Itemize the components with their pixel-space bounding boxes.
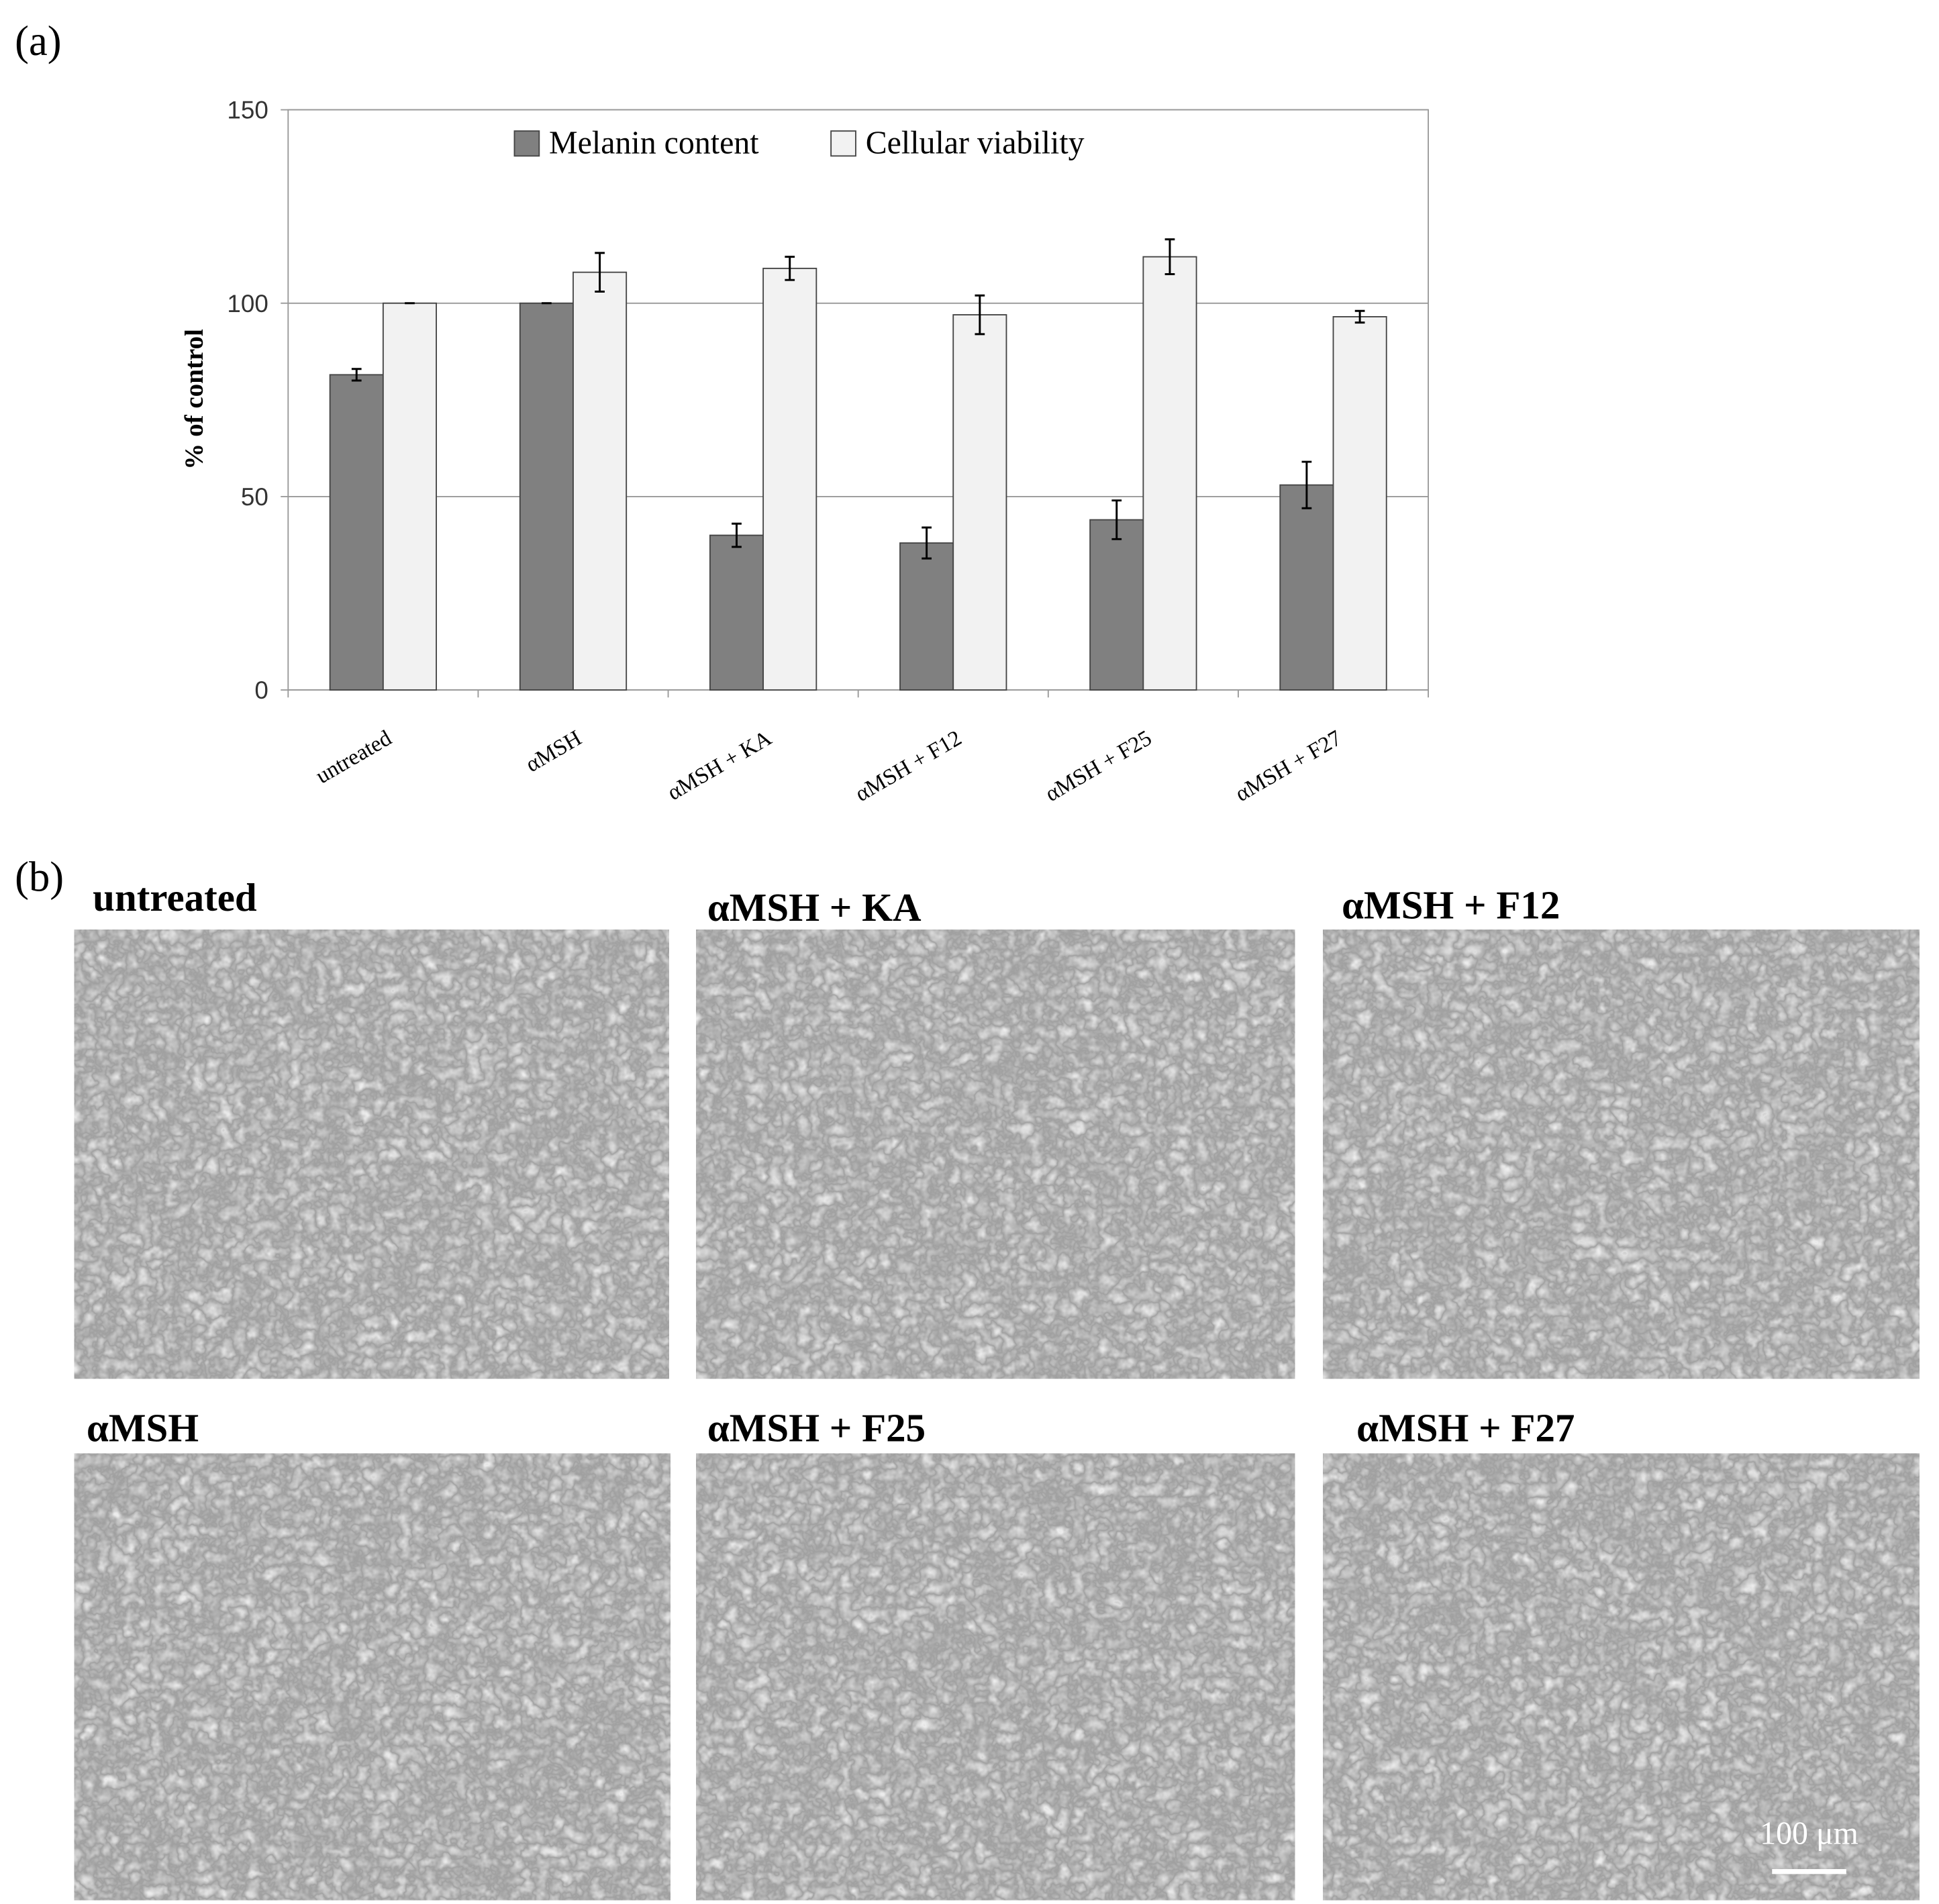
scale-bar-label: 100 μm — [1760, 1816, 1858, 1852]
y-tick-label: 0 — [254, 676, 268, 704]
error-bar — [1301, 460, 1312, 509]
error-bar — [922, 526, 932, 560]
x-tick-label: αMSH + F27 — [1231, 725, 1346, 807]
bar — [762, 267, 817, 691]
panel-label: (a) — [15, 17, 62, 64]
bar — [1279, 484, 1334, 691]
micrograph — [1322, 929, 1920, 1380]
error-bar — [595, 252, 605, 293]
y-axis-label: % of control — [180, 329, 209, 470]
error-bar — [1164, 238, 1175, 276]
image-title: αMSH + F27 — [1356, 1405, 1575, 1450]
bar — [1142, 256, 1197, 691]
error-bar — [975, 294, 985, 336]
image-title: αMSH + F25 — [707, 1405, 926, 1450]
error-bar — [351, 368, 362, 382]
bar — [952, 314, 1007, 691]
y-tick-label: 150 — [227, 95, 268, 123]
y-tick-label: 100 — [227, 289, 268, 317]
legend-swatch — [513, 130, 540, 157]
bar — [329, 374, 384, 691]
x-tick-label: αMSH — [521, 725, 586, 777]
bar — [709, 534, 764, 691]
image-title: untreated — [93, 875, 257, 919]
bar — [1332, 316, 1387, 691]
x-tick-label: untreated — [311, 725, 396, 789]
image-title: αMSH — [87, 1405, 199, 1450]
legend-label: Melanin content — [549, 125, 759, 160]
micrograph — [73, 929, 670, 1380]
bar — [899, 542, 954, 691]
bar — [1089, 519, 1144, 691]
x-tick-label: αMSH + KA — [663, 725, 776, 805]
plot-area — [287, 109, 1429, 691]
error-bar — [732, 522, 742, 548]
micrograph — [1322, 1452, 1920, 1901]
y-tick-label: 50 — [241, 483, 268, 511]
micrograph — [695, 1452, 1295, 1901]
image-title: αMSH + F12 — [1342, 883, 1560, 927]
x-tick-label: αMSH + F12 — [851, 725, 966, 807]
error-bar — [1354, 309, 1365, 324]
error-bar — [1111, 499, 1122, 540]
bar — [382, 302, 438, 691]
legend-swatch — [830, 130, 856, 157]
image-title: αMSH + KA — [707, 885, 922, 930]
bar — [573, 271, 628, 691]
error-bar — [785, 256, 795, 281]
micrograph — [73, 1452, 671, 1901]
x-tick-label: αMSH + F25 — [1041, 725, 1156, 807]
micrograph — [695, 929, 1295, 1380]
bar — [519, 302, 574, 691]
legend-label: Cellular viability — [866, 125, 1085, 160]
panel-label: (b) — [15, 853, 64, 900]
